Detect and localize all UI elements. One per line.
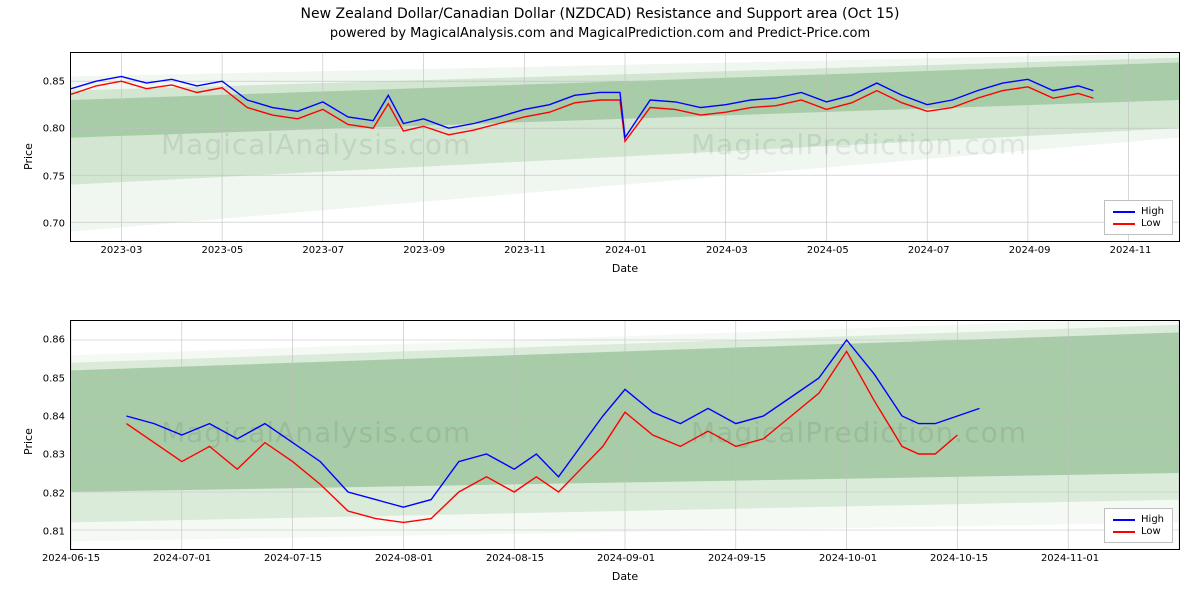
y-tick-label: 0.83 [43, 450, 65, 461]
x-axis-label-bottom: Date [70, 570, 1180, 583]
x-tick-label: 2024-10-15 [930, 553, 988, 564]
legend-label: Low [1141, 526, 1161, 537]
y-tick-label: 0.86 [43, 335, 65, 346]
x-tick-label: 2024-09 [1009, 245, 1051, 256]
x-tick-label: 2023-07 [302, 245, 344, 256]
x-tick-label: 2023-05 [201, 245, 243, 256]
legend: High Low [1104, 508, 1173, 543]
y-tick-label: 0.81 [43, 526, 65, 537]
x-tick-label: 2024-11 [1110, 245, 1152, 256]
x-tick-label: 2024-07-01 [153, 553, 211, 564]
y-tick-label: 0.85 [43, 373, 65, 384]
panel-top: MagicalAnalysis.com MagicalPrediction.co… [70, 52, 1180, 242]
x-tick-label: 2024-08-15 [486, 553, 544, 564]
x-tick-label: 2024-11-01 [1041, 553, 1099, 564]
legend-item-high: High [1113, 206, 1164, 217]
panel-bottom: MagicalAnalysis.com MagicalPrediction.co… [70, 320, 1180, 550]
x-tick-label: 2024-09-15 [708, 553, 766, 564]
x-tick-label: 2024-07 [908, 245, 950, 256]
y-tick-label: 0.84 [43, 411, 65, 422]
y-axis-label-top: Price [22, 143, 35, 170]
y-tick-label: 0.85 [43, 76, 65, 87]
x-tick-label: 2024-06-15 [42, 553, 100, 564]
y-axis-label-bottom: Price [22, 428, 35, 455]
y-tick-label: 0.75 [43, 171, 65, 182]
x-tick-label: 2024-07-15 [264, 553, 322, 564]
legend-swatch-low [1113, 223, 1135, 225]
figure: New Zealand Dollar/Canadian Dollar (NZDC… [0, 0, 1200, 600]
x-tick-label: 2024-10-01 [819, 553, 877, 564]
x-tick-label: 2023-09 [403, 245, 445, 256]
legend-swatch-low [1113, 531, 1135, 533]
x-tick-label: 2024-05 [807, 245, 849, 256]
legend-swatch-high [1113, 519, 1135, 521]
legend-label: High [1141, 206, 1164, 217]
y-tick-label: 0.82 [43, 488, 65, 499]
x-tick-label: 2024-08-01 [375, 553, 433, 564]
chart-subtitle: powered by MagicalAnalysis.com and Magic… [0, 26, 1200, 41]
y-tick-label: 0.70 [43, 219, 65, 230]
chart-title: New Zealand Dollar/Canadian Dollar (NZDC… [0, 6, 1200, 22]
plot-top-svg [71, 53, 1179, 241]
plot-bottom-svg [71, 321, 1179, 549]
x-tick-label: 2023-11 [504, 245, 546, 256]
x-axis-label-top: Date [70, 262, 1180, 275]
legend: High Low [1104, 200, 1173, 235]
x-tick-label: 2024-09-01 [597, 553, 655, 564]
legend-swatch-high [1113, 211, 1135, 213]
legend-item-high: High [1113, 514, 1164, 525]
legend-item-low: Low [1113, 218, 1164, 229]
legend-label: High [1141, 514, 1164, 525]
x-tick-label: 2024-01 [605, 245, 647, 256]
y-tick-label: 0.80 [43, 124, 65, 135]
x-tick-label: 2024-03 [706, 245, 748, 256]
legend-item-low: Low [1113, 526, 1164, 537]
legend-label: Low [1141, 218, 1161, 229]
x-tick-label: 2023-03 [101, 245, 143, 256]
